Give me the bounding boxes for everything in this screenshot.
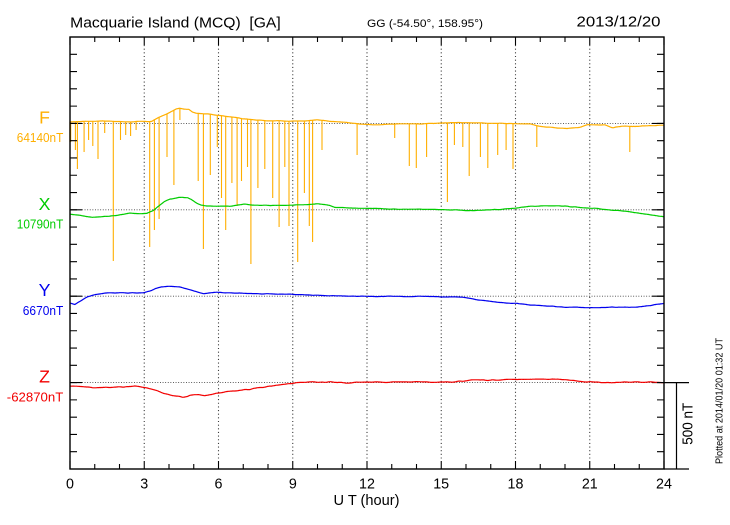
- svg-text:9: 9: [289, 476, 297, 492]
- svg-text:500 nT: 500 nT: [680, 403, 697, 445]
- svg-text:GG (-54.50°, 158.95°): GG (-54.50°, 158.95°): [367, 18, 483, 30]
- svg-text:15: 15: [433, 476, 449, 492]
- svg-text:F: F: [39, 107, 50, 127]
- svg-text:2013/12/20: 2013/12/20: [577, 15, 661, 31]
- svg-text:Plotted at 2014/01/20 01:32 UT: Plotted at 2014/01/20 01:32 UT: [715, 338, 726, 464]
- svg-text:18: 18: [508, 476, 524, 492]
- svg-text:-62870nT: -62870nT: [7, 389, 64, 404]
- svg-text:6: 6: [215, 476, 223, 492]
- svg-text:X: X: [39, 194, 51, 214]
- svg-text:Y: Y: [39, 280, 51, 300]
- svg-text:6670nT: 6670nT: [23, 303, 64, 318]
- svg-text:U T (hour): U T (hour): [334, 492, 400, 509]
- svg-text:Z: Z: [39, 367, 50, 387]
- svg-text:64140nT: 64140nT: [17, 130, 64, 145]
- svg-text:21: 21: [582, 476, 598, 492]
- svg-text:3: 3: [140, 476, 148, 492]
- svg-text:12: 12: [359, 476, 375, 492]
- svg-text:0: 0: [66, 476, 74, 492]
- svg-text:10790nT: 10790nT: [17, 217, 64, 232]
- svg-text:24: 24: [656, 476, 672, 492]
- svg-text:Macquarie Island (MCQ) [GA]: Macquarie Island (MCQ) [GA]: [70, 16, 280, 32]
